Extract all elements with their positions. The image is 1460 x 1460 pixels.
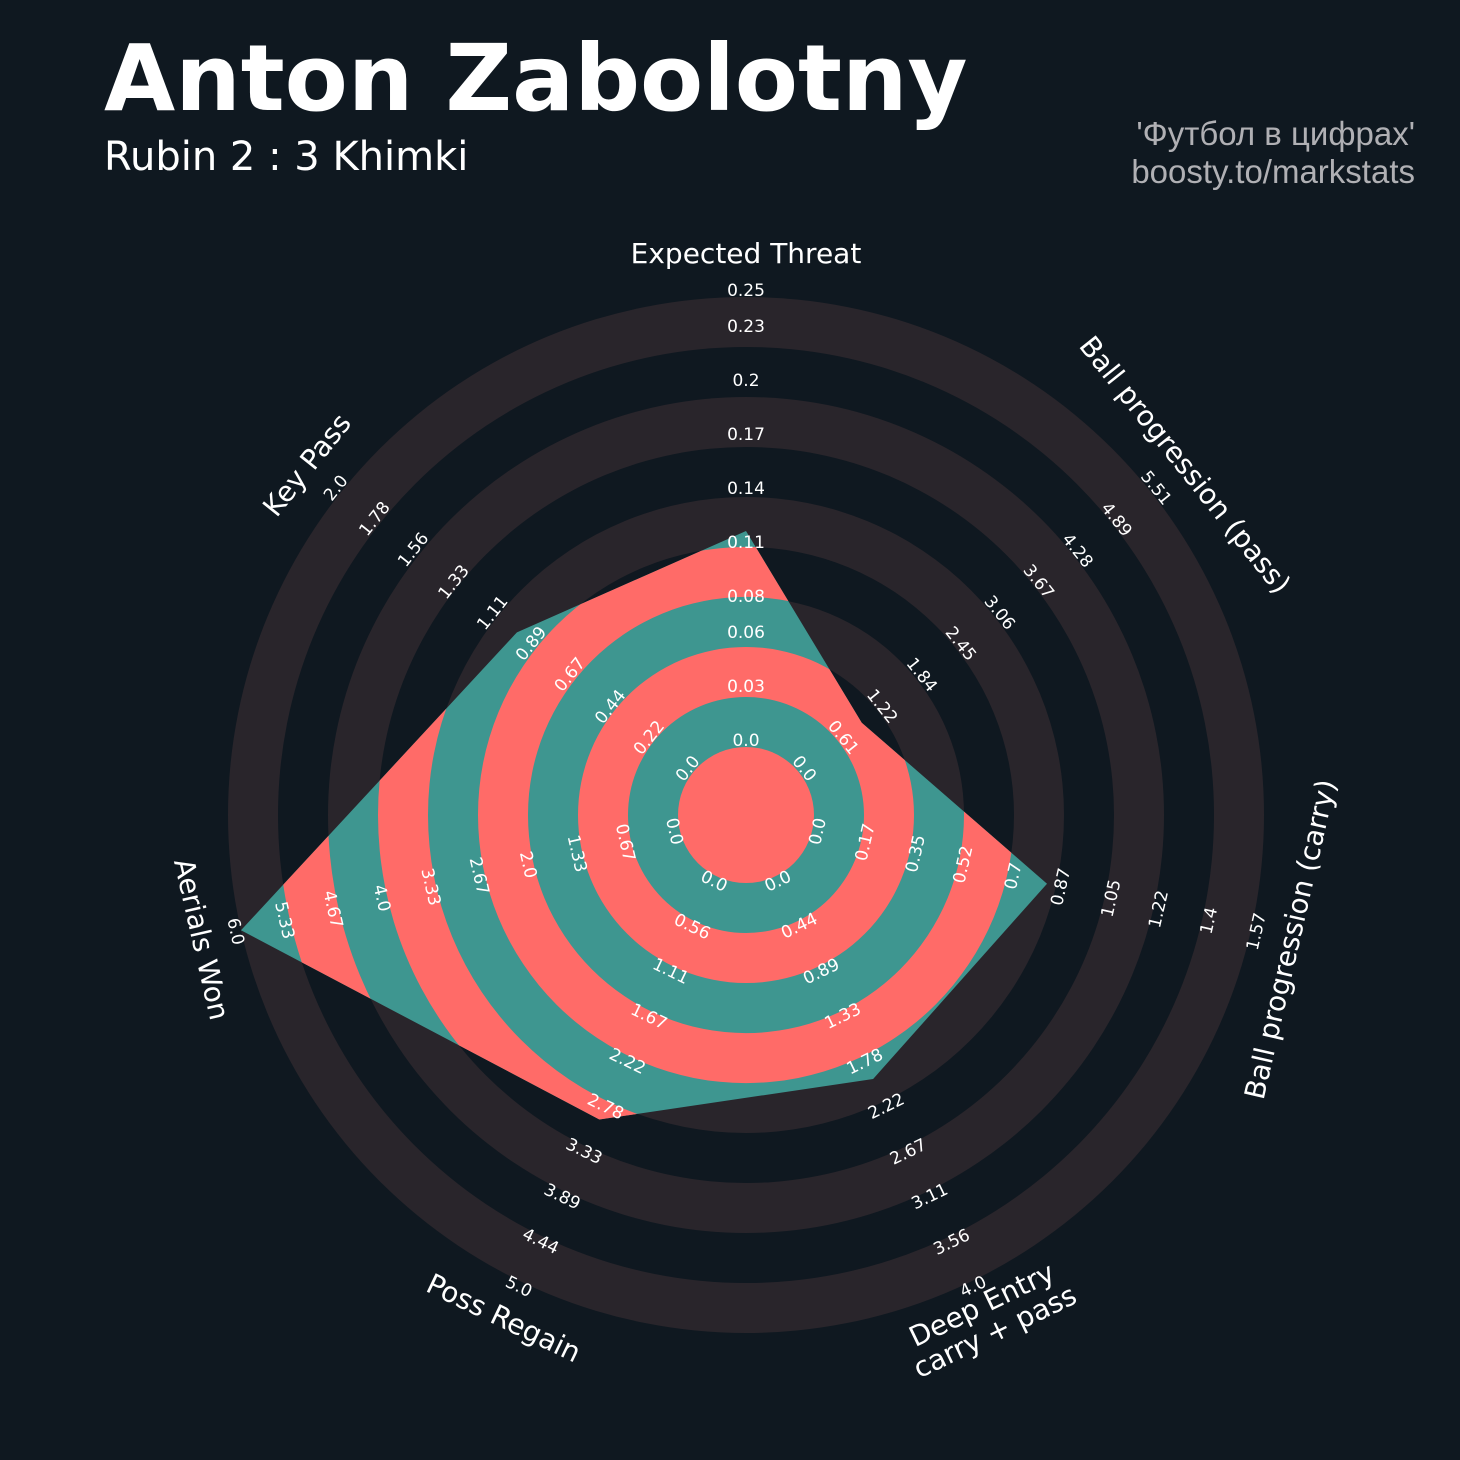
chart-title: Anton Zabolotny bbox=[104, 25, 967, 132]
credit: boosty.to/markstats bbox=[1131, 153, 1415, 190]
tick-label: 0.0 bbox=[732, 731, 759, 751]
tick-label: 0.14 bbox=[727, 479, 765, 499]
param-label-line: Expected Threat bbox=[631, 237, 862, 270]
tick-label: 0.03 bbox=[727, 677, 765, 697]
radar-ring bbox=[578, 647, 914, 983]
param-label: Expected Threat bbox=[631, 237, 862, 270]
tick-label: 0.11 bbox=[727, 533, 765, 553]
chart-subtitle: Rubin 2 : 3 Khimki bbox=[104, 134, 468, 180]
tick-label: 0.2 bbox=[732, 371, 759, 391]
radar-ring bbox=[678, 747, 814, 883]
tick-label: 0.25 bbox=[727, 281, 765, 301]
tick-label: 0.06 bbox=[727, 623, 765, 643]
tick-label: 0.17 bbox=[727, 425, 765, 445]
radar-rings bbox=[278, 531, 1048, 1120]
tick-label: 0.08 bbox=[727, 587, 765, 607]
credit: 'Футбол в цифрах' bbox=[1136, 115, 1415, 152]
tick-label: 0.23 bbox=[727, 317, 765, 337]
